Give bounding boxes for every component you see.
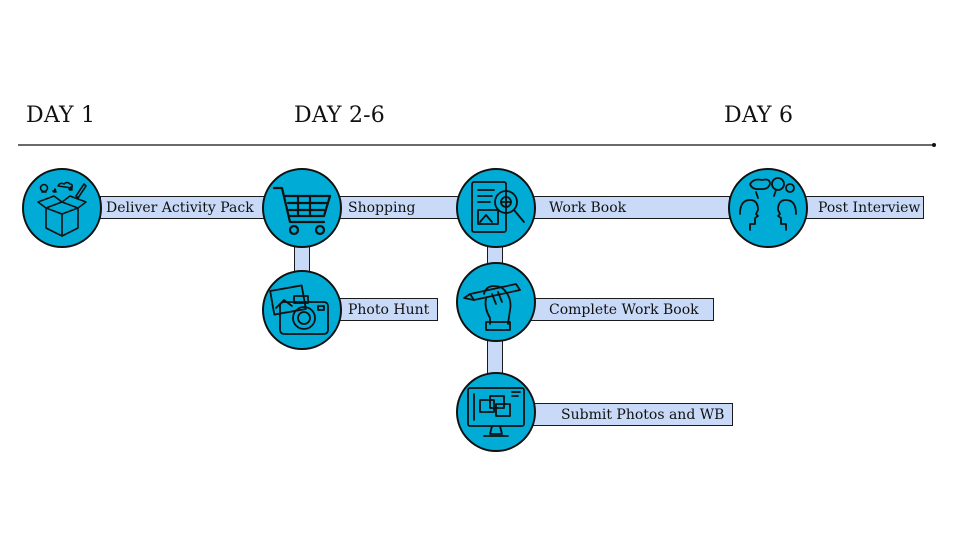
- step-circle-post-interview: [728, 168, 808, 248]
- step-circle-submit: [456, 372, 536, 452]
- step-circle-photo-hunt: [262, 270, 342, 350]
- camera-icon: [269, 284, 329, 335]
- step-label-post-interview: Post Interview: [818, 200, 921, 216]
- step-circle-work-book: [456, 168, 536, 248]
- step-label-shopping: Shopping: [348, 200, 416, 216]
- step-label-submit: Submit Photos and WB: [561, 407, 725, 423]
- monitor-upload-icon: [467, 387, 525, 437]
- day-1-label: DAY 1: [26, 103, 96, 128]
- open-box-icon: [37, 181, 87, 237]
- step-circle-complete-work-book: [456, 262, 536, 342]
- conversation-icon: [739, 177, 797, 231]
- hand-pen-icon: [463, 283, 521, 331]
- workbook-magnifier-icon: [471, 181, 525, 233]
- day-2-6-label: DAY 2-6: [294, 103, 385, 128]
- step-label-photo-hunt: Photo Hunt: [348, 302, 430, 318]
- timeline-line: [18, 143, 936, 147]
- shopping-cart-icon: [272, 186, 332, 236]
- step-label-work-book: Work Book: [549, 200, 627, 216]
- step-label-complete-work-book: Complete Work Book: [549, 302, 699, 318]
- day-6-label: DAY 6: [724, 103, 794, 128]
- step-circle-shopping: [262, 168, 342, 248]
- step-circle-deliver: [22, 168, 102, 248]
- step-label-deliver: Deliver Activity Pack: [106, 200, 254, 216]
